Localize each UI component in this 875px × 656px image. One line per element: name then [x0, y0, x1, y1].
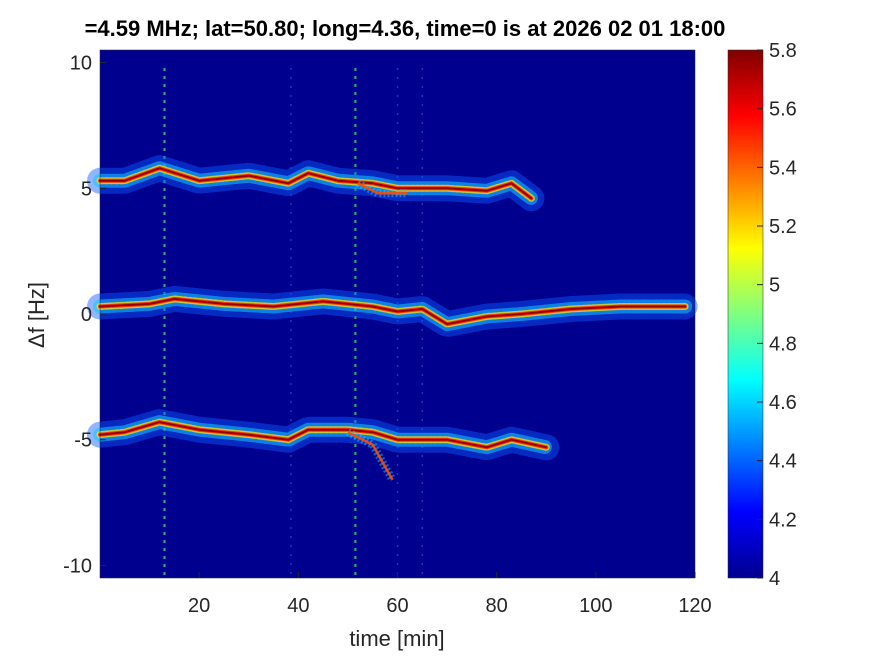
y-tick-label: 10 — [70, 53, 92, 75]
trace-line — [99, 167, 533, 200]
trace-branch — [346, 428, 396, 482]
y-axis-label: Δf [Hz] — [24, 282, 49, 348]
x-tick-label: 100 — [579, 595, 612, 617]
colorbar-tick-label: 5.6 — [769, 99, 797, 121]
x-tick-label: 120 — [678, 595, 711, 617]
x-axis: 20 40 60 80 100 120 — [188, 572, 712, 617]
colorbar-tick-label: 4 — [769, 568, 780, 590]
colorbar-ticks: 4 4.2 4.4 4.6 4.8 5 5.2 5.4 5.6 5.8 — [727, 40, 797, 590]
trace-line — [347, 431, 394, 481]
y-tick-label: 5 — [81, 178, 92, 200]
y-tick-label: -10 — [63, 555, 92, 577]
trace-line — [99, 297, 687, 326]
trace-upper — [87, 155, 545, 212]
axes-box — [99, 49, 696, 579]
colorbar-tick-label: 5.4 — [769, 157, 797, 179]
colorbar-tick-label: 5 — [769, 275, 780, 297]
vertical-stripes — [163, 68, 423, 578]
colorbar-gradient — [728, 50, 763, 578]
chart-title: =4.59 MHz; lat=50.80; long=4.36, time=0 … — [85, 16, 726, 41]
colorbar-tick-label: 4.6 — [769, 392, 797, 414]
colorbar-tick-label: 4.2 — [769, 509, 797, 531]
doppler-traces — [87, 155, 699, 482]
colorbar-tick-label: 5.2 — [769, 216, 797, 238]
trace-line — [99, 421, 548, 449]
y-tick-label: 0 — [81, 304, 92, 326]
x-tick-label: 40 — [287, 595, 309, 617]
trace-middle — [87, 285, 699, 338]
trace-line — [357, 182, 408, 195]
x-tick-label: 20 — [188, 595, 210, 617]
y-tick-label: -5 — [74, 430, 92, 452]
colorbar-box — [727, 49, 764, 579]
trace-branch — [356, 179, 408, 198]
colorbar-tick-label: 4.8 — [769, 333, 797, 355]
x-tick-label: 80 — [486, 595, 508, 617]
colorbar-tick-label: 4.4 — [769, 451, 797, 473]
colorbar-tick-label: 5.8 — [769, 40, 797, 62]
trace-lower — [87, 409, 560, 461]
plot-area — [87, 50, 699, 578]
x-axis-label: time [min] — [349, 626, 444, 651]
y-axis: 10 5 0 -5 -10 — [63, 53, 106, 577]
colorbar: 4 4.2 4.4 4.6 4.8 5 5.2 5.4 5.6 5.8 — [727, 40, 797, 590]
x-tick-label: 60 — [386, 595, 408, 617]
